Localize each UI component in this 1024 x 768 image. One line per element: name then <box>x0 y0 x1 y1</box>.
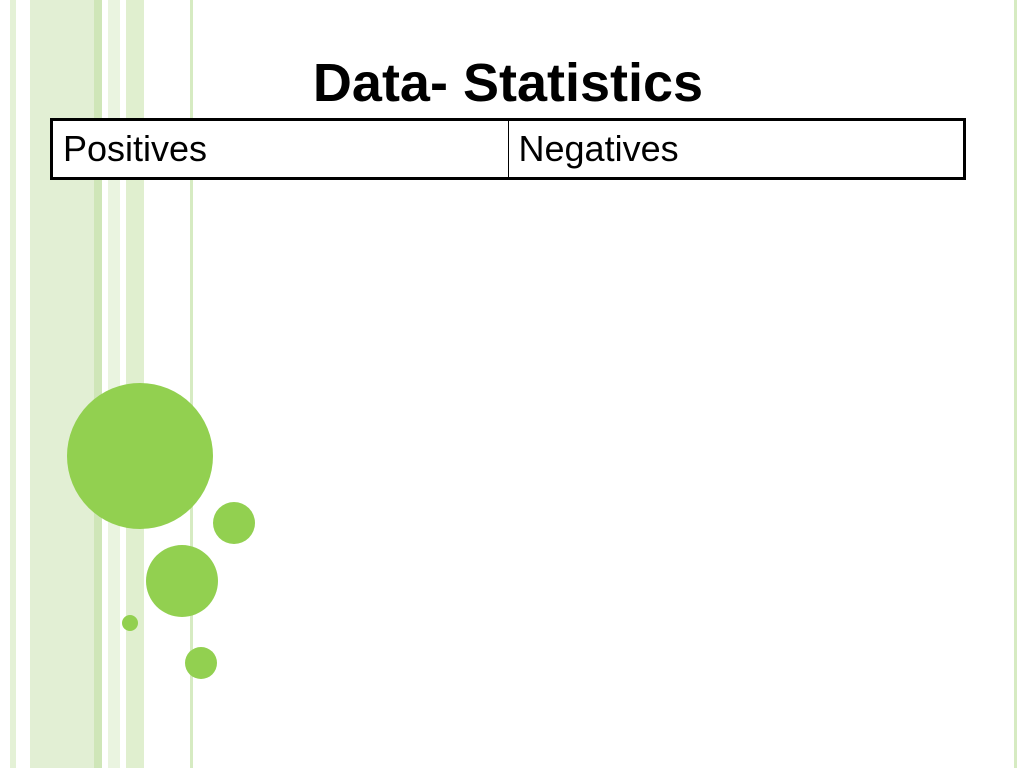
table: Positives Negatives <box>50 118 966 180</box>
table-cell: Positives <box>51 119 509 179</box>
table-cell: Negatives <box>507 119 965 179</box>
table-row: Positives Negatives <box>51 119 965 179</box>
slide-title: Data- Statistics <box>312 53 704 113</box>
